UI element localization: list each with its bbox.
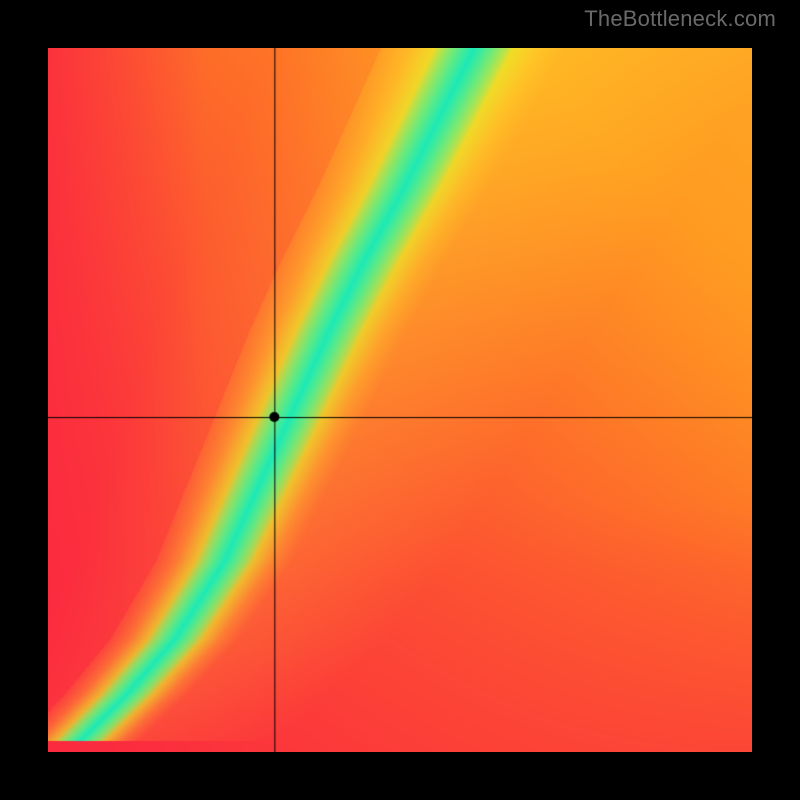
heatmap-canvas <box>48 48 752 752</box>
heatmap-plot <box>48 48 752 752</box>
figure-container: TheBottleneck.com <box>0 0 800 800</box>
watermark-text: TheBottleneck.com <box>584 6 776 32</box>
